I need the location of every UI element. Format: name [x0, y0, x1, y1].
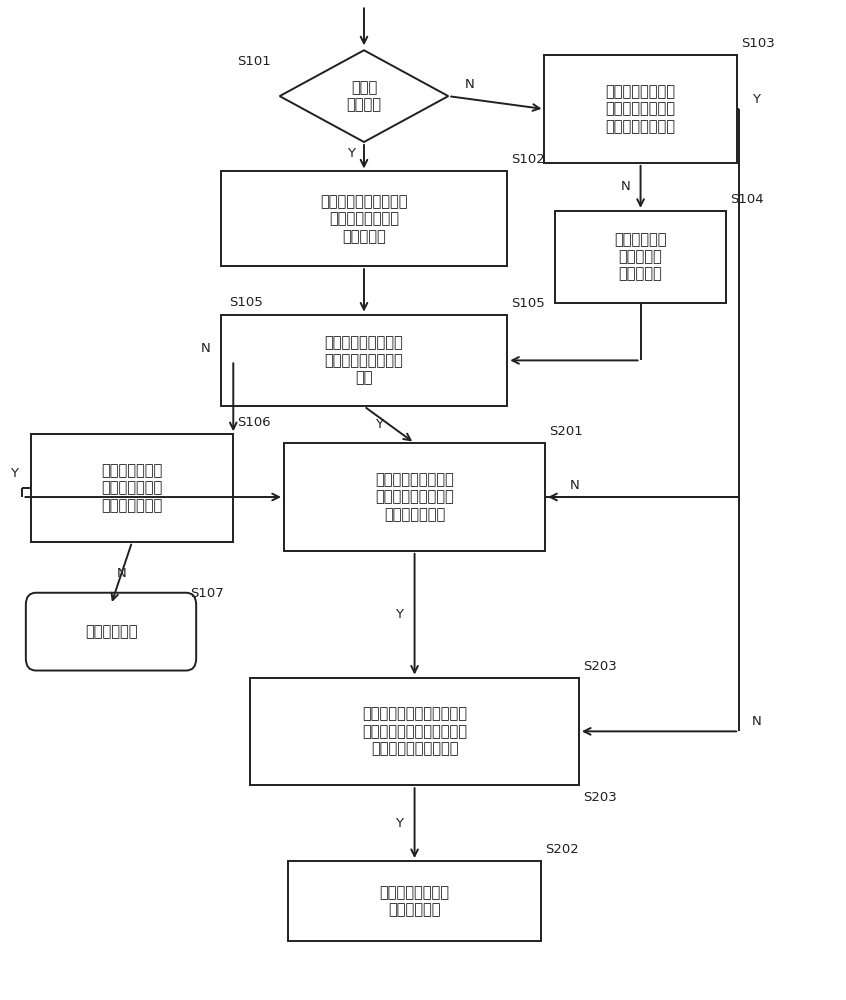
Text: Y: Y — [10, 467, 19, 480]
Text: S107: S107 — [190, 587, 224, 600]
Text: Y: Y — [752, 93, 760, 106]
Text: Y: Y — [395, 608, 404, 621]
Text: S202: S202 — [546, 843, 579, 856]
Text: N: N — [201, 342, 211, 355]
Polygon shape — [280, 50, 448, 142]
FancyBboxPatch shape — [26, 593, 196, 671]
Text: S203: S203 — [583, 660, 617, 673]
Text: N: N — [464, 78, 475, 91]
Text: Y: Y — [348, 147, 355, 160]
Bar — [545, 55, 737, 163]
Text: 是否有
网络信号: 是否有 网络信号 — [347, 80, 382, 112]
Text: 判定智能显示设
备的日期是否属
于限制时间跨度: 判定智能显示设 备的日期是否属 于限制时间跨度 — [102, 463, 162, 513]
Text: S105: S105 — [512, 297, 546, 310]
Text: S203: S203 — [583, 791, 617, 804]
Text: N: N — [620, 180, 630, 193]
Bar — [221, 315, 508, 406]
Text: N: N — [570, 479, 580, 492]
Bar — [31, 434, 233, 542]
Text: S104: S104 — [730, 193, 764, 206]
Text: S101: S101 — [238, 55, 272, 68]
Text: Y: Y — [375, 418, 383, 431]
Text: 关闭自控功能: 关闭自控功能 — [85, 624, 137, 639]
Text: 根据连接的网络自动获
取智能显示设备的
日期及时间: 根据连接的网络自动获 取智能显示设备的 日期及时间 — [321, 194, 408, 244]
Text: 手动获取智能
显示设备的
日期及时间: 手动获取智能 显示设备的 日期及时间 — [614, 232, 667, 282]
Text: N: N — [117, 567, 127, 580]
Text: 判定所述智能显示
设备的日期或时间
是否有中断或重置: 判定所述智能显示 设备的日期或时间 是否有中断或重置 — [606, 84, 676, 134]
Text: S105: S105 — [229, 296, 263, 309]
Text: 判定智能显示设备的
时间是否属于限制时
间段: 判定智能显示设备的 时间是否属于限制时 间段 — [325, 335, 404, 385]
Text: S102: S102 — [512, 153, 546, 166]
Bar — [288, 861, 541, 941]
Text: S103: S103 — [741, 37, 775, 50]
Bar — [250, 678, 579, 785]
Bar — [555, 211, 726, 303]
Text: Y: Y — [395, 817, 404, 830]
Text: N: N — [752, 715, 761, 728]
Text: S106: S106 — [238, 416, 271, 429]
Bar — [284, 443, 546, 551]
Text: S201: S201 — [550, 425, 583, 438]
Text: 激活自控功能，判定
是否存在正在运行的
非指定运用程序: 激活自控功能，判定 是否存在正在运行的 非指定运用程序 — [375, 472, 454, 522]
Text: 判定所述限制时间段内非指
定程序的累积运行时间是否
大于或等于不受限时长: 判定所述限制时间段内非指 定程序的累积运行时间是否 大于或等于不受限时长 — [362, 706, 467, 756]
Bar — [221, 171, 508, 266]
Text: 退出正在运行的非
指定应用程序: 退出正在运行的非 指定应用程序 — [380, 885, 449, 917]
